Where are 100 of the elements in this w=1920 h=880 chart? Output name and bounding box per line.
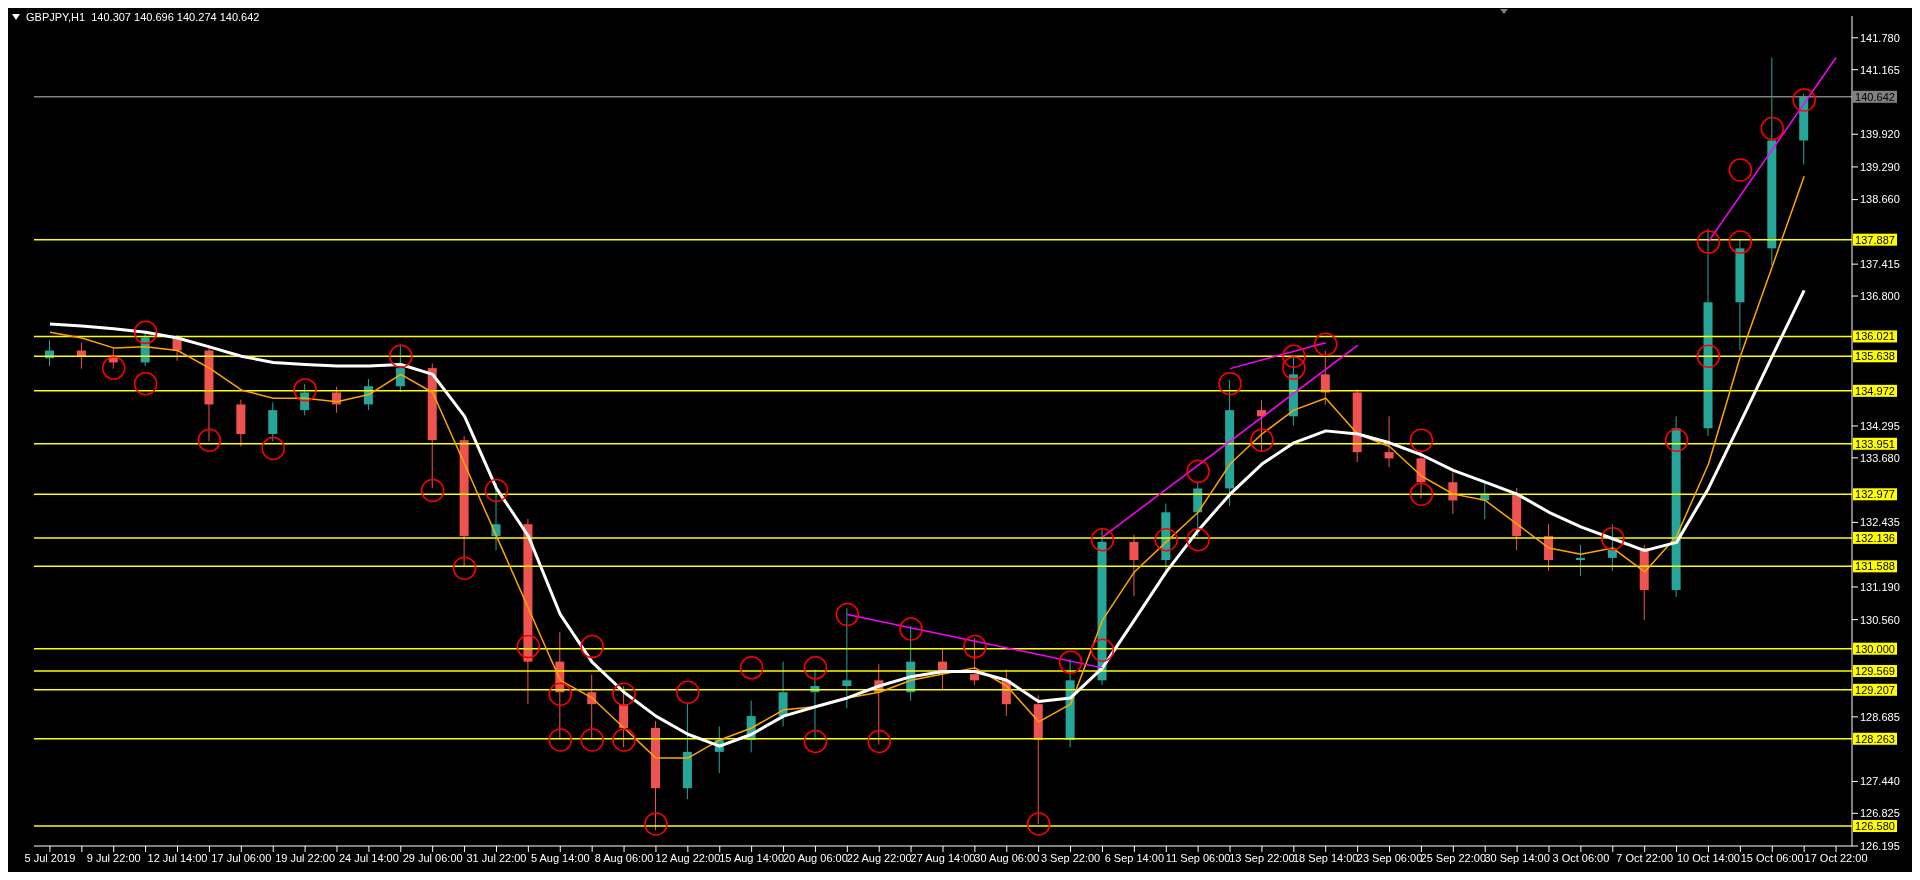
point: [1090, 528, 1115, 552]
candlestick: [1575, 544, 1585, 577]
candlestick: [1384, 415, 1394, 468]
point: [1313, 332, 1338, 357]
x-tick-label: 5 Aug 14:00: [530, 851, 590, 864]
ref-line-label: 129.569: [1855, 665, 1895, 678]
ref-line-label: 137.887: [1855, 233, 1895, 246]
x-tick-label: 31 Jul 22:00: [466, 851, 527, 864]
point: [389, 344, 413, 368]
y-tick-label: 132.435: [1860, 516, 1900, 529]
x-tick-label: 11 Sep 06:00: [1165, 851, 1231, 864]
point: [1728, 230, 1753, 254]
point: [1058, 650, 1083, 674]
x-tick-label: 3 Oct 06:00: [1552, 851, 1610, 864]
y-tick-label: 137.415: [1860, 258, 1900, 271]
ref-line-label: 135.638: [1855, 350, 1895, 363]
point: [1026, 812, 1051, 836]
x-tick-label: 13 Sep 22:00: [1229, 851, 1295, 864]
ref-line-label: 130.000: [1855, 642, 1895, 655]
point: [197, 428, 222, 452]
point: [1282, 356, 1306, 380]
point: [676, 680, 700, 704]
x-tick-label: 17 Oct 22:00: [1804, 851, 1868, 864]
y-tick-label: 126.195: [1860, 839, 1900, 852]
x-tick-label: 18 Sep 14:00: [1293, 851, 1359, 864]
y-tick-label: 131.190: [1860, 580, 1900, 593]
point: [293, 378, 317, 402]
x-tick-label: 6 Sep 14:00: [1104, 851, 1165, 864]
point: [739, 656, 764, 680]
point: [133, 320, 158, 345]
point: [835, 602, 860, 627]
ref-line-label: 132.977: [1855, 488, 1895, 501]
point: [548, 728, 573, 752]
line-series: [49, 175, 1805, 759]
y-tick-label: 130.560: [1860, 613, 1900, 626]
y-tick-label: 133.680: [1860, 451, 1900, 464]
x-tick-label: 29 Jul 06:00: [402, 851, 463, 864]
x-tick-label: 24 Jul 14:00: [338, 851, 399, 864]
candlestick: [1416, 451, 1426, 499]
y-tick-label: 127.440: [1860, 775, 1900, 788]
point: [1090, 638, 1115, 662]
point: [1154, 528, 1179, 552]
point: [1696, 230, 1721, 254]
x-tick-label: 30 Aug 06:00: [974, 851, 1040, 864]
y-tick-label: 138.660: [1860, 193, 1900, 206]
x-tick-label: 12 Jul 14:00: [147, 851, 208, 864]
candlestick: [45, 339, 54, 367]
point: [133, 371, 158, 396]
point: [1728, 158, 1753, 182]
point: [1409, 482, 1434, 506]
point: [1282, 344, 1306, 368]
point: [548, 682, 573, 707]
y-tick-label: 134.295: [1860, 419, 1900, 432]
candlestick: [332, 386, 342, 414]
y-tick-label: 139.290: [1860, 160, 1900, 173]
x-tick-label: 3 Sep 22:00: [1040, 851, 1101, 864]
y-tick-label: 126.825: [1860, 807, 1900, 820]
point: [1696, 344, 1721, 368]
point: [867, 729, 891, 754]
ref-line-label: 129.207: [1855, 683, 1895, 696]
point: [1792, 88, 1816, 112]
point: [1601, 526, 1625, 551]
y-tick-label: 141.165: [1860, 63, 1900, 76]
x-tick-label: 10 Oct 14:00: [1676, 851, 1740, 864]
y-tick-label: 128.685: [1860, 710, 1900, 723]
ref-line-label: 134.972: [1855, 384, 1895, 397]
ref-line-label: 140.642: [1855, 90, 1895, 103]
point: [803, 656, 828, 680]
point: [1186, 528, 1210, 552]
point: [516, 634, 541, 659]
point: [420, 478, 445, 503]
point: [612, 728, 636, 752]
y-tick-label: 136.800: [1860, 289, 1900, 302]
point: [612, 682, 636, 707]
point: [963, 634, 987, 659]
x-tick-label: 30 Sep 14:00: [1484, 851, 1550, 864]
point: [1250, 428, 1274, 452]
x-tick-label: 19 Jul 22:00: [275, 851, 336, 864]
candlestick: [1129, 534, 1139, 597]
candlestick: [76, 342, 86, 370]
x-tick-label: 12 Aug 22:00: [655, 851, 721, 864]
y-tick-label: 141.780: [1860, 31, 1900, 44]
ref-line-label: 132.136: [1855, 531, 1895, 544]
x-tick-label: 22 Aug 22:00: [846, 851, 912, 864]
chart-title: GBPJPY,H1 140.307 140.696 140.274 140.642: [26, 11, 260, 23]
point: [803, 729, 828, 754]
point: [1186, 459, 1210, 484]
ref-line-label: 136.021: [1855, 330, 1895, 343]
x-tick-label: 15 Oct 06:00: [1740, 851, 1804, 864]
x-tick-label: 7 Oct 22:00: [1616, 851, 1674, 864]
x-tick-label: 9 Jul 22:00: [86, 851, 141, 864]
x-tick-label: 20 Aug 06:00: [783, 851, 848, 864]
candlestick: [268, 401, 278, 442]
point: [101, 356, 126, 380]
x-tick-label: 8 Aug 06:00: [594, 851, 654, 864]
x-tick-label: 25 Sep 22:00: [1420, 851, 1487, 864]
point: [261, 436, 285, 461]
point: [1760, 116, 1785, 141]
point: [580, 634, 604, 659]
x-tick-label: 5 Jul 2019: [24, 851, 76, 864]
